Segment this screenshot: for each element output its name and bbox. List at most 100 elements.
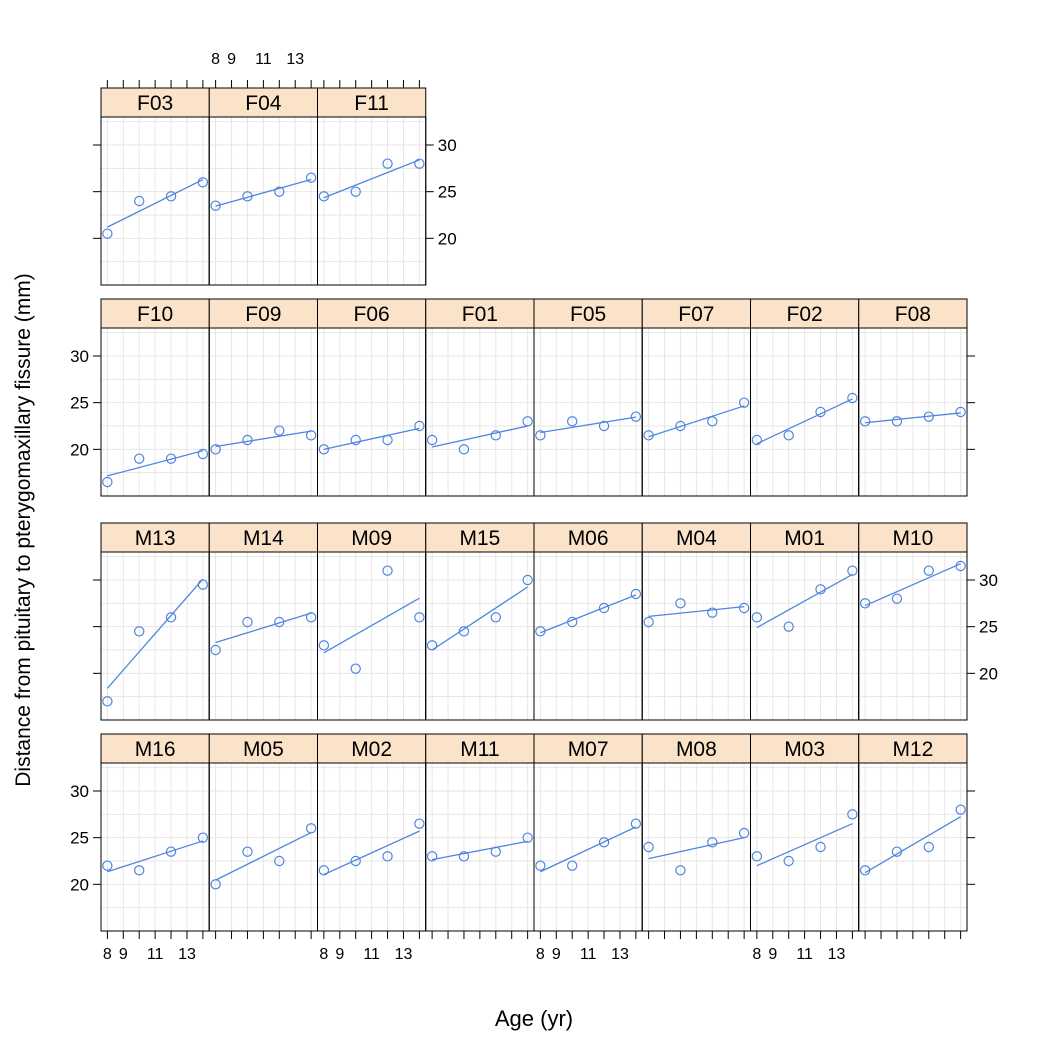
y-tick-label: 20 — [70, 875, 89, 894]
strip-label: F02 — [787, 303, 823, 326]
x-tick-label: 8 — [319, 946, 328, 963]
fit-line — [431, 425, 528, 448]
fit-line — [865, 412, 961, 424]
data-point — [891, 416, 903, 427]
strip-label: M07 — [568, 738, 609, 761]
data-point — [242, 846, 253, 857]
panel-M16: M16 8 9 11 13 — [100, 733, 210, 963]
fit-line — [323, 427, 420, 450]
fit-line — [431, 840, 528, 861]
strip — [208, 87, 318, 118]
data-point — [783, 621, 794, 632]
x-tick-label: 8 — [536, 946, 545, 963]
data-point — [567, 616, 578, 628]
data-point — [165, 453, 177, 464]
y-ticks: 25 — [93, 618, 998, 637]
fit-line — [107, 840, 204, 873]
y-tick-label: 30 — [70, 782, 89, 801]
y-ticks: 20 — [93, 664, 998, 683]
data-point — [350, 855, 361, 867]
strip-label: F09 — [245, 303, 281, 326]
data-point — [458, 851, 470, 862]
data-point — [305, 172, 317, 183]
y-tick-label: 20 — [979, 664, 998, 683]
y-tick-label: 25 — [70, 394, 89, 413]
strip-label: M04 — [676, 527, 717, 550]
x-tick-label-top: 13 — [286, 51, 304, 68]
data-point — [426, 640, 438, 651]
x-tick-label: 13 — [828, 946, 846, 963]
data-point — [675, 865, 686, 876]
fit-line — [540, 594, 637, 634]
strip — [641, 733, 751, 764]
panel-F07: F07 — [641, 298, 751, 497]
strip — [858, 522, 968, 553]
strip-label: M16 — [135, 738, 176, 761]
strip — [858, 298, 968, 329]
data-point — [134, 195, 145, 207]
data-point — [102, 476, 113, 488]
data-point — [598, 602, 610, 614]
x-tick-label: 11 — [796, 946, 813, 963]
data-point — [382, 565, 393, 576]
y-tick-label: 30 — [979, 571, 998, 590]
fit-line — [540, 416, 636, 434]
data-point — [305, 823, 317, 834]
data-point — [165, 612, 177, 623]
data-point — [210, 444, 221, 455]
data-point — [318, 444, 330, 455]
data-point — [630, 411, 642, 422]
data-point — [197, 832, 209, 843]
strip — [533, 298, 643, 329]
data-point — [738, 602, 750, 614]
panel-M12: M12 — [858, 733, 968, 939]
panel-F08: F08 — [858, 298, 968, 497]
panel-M08: M08 — [641, 733, 751, 939]
strip-label: M13 — [135, 527, 176, 550]
data-point — [165, 846, 177, 857]
strip-label: M06 — [568, 527, 609, 550]
data-point — [955, 406, 966, 418]
data-point — [522, 416, 533, 427]
strip — [425, 733, 535, 764]
strip — [750, 522, 860, 553]
data-point — [242, 616, 253, 628]
data-point — [707, 416, 718, 427]
data-point — [134, 865, 145, 876]
fit-line — [215, 430, 312, 448]
data-point — [197, 579, 209, 590]
x-tick-label: 9 — [552, 946, 561, 963]
fit-line — [756, 398, 853, 445]
data-point — [274, 855, 285, 867]
fit-line — [756, 573, 853, 629]
x-tick-label: 13 — [611, 946, 629, 963]
data-point — [522, 832, 533, 843]
x-tick-label-top: 11 — [255, 51, 272, 68]
data-point — [382, 851, 393, 862]
fit-line — [323, 159, 420, 199]
fit-line — [107, 450, 204, 477]
fit-line — [864, 563, 961, 607]
strip — [100, 87, 210, 118]
panel-M10: M10 — [858, 522, 968, 721]
y-tick-label: 20 — [70, 440, 89, 459]
data-point — [274, 425, 285, 436]
data-point — [955, 560, 966, 572]
strip-label: M05 — [243, 738, 284, 761]
data-point — [305, 612, 317, 623]
strip-label: F03 — [137, 92, 173, 115]
panel-M13: M13 — [100, 522, 210, 721]
data-point — [210, 644, 221, 656]
x-tick-label: 13 — [395, 946, 413, 963]
fit-line — [215, 612, 312, 644]
data-point — [751, 434, 763, 446]
panel-M15: M15 — [425, 522, 535, 721]
data-point — [859, 416, 871, 427]
data-point — [382, 158, 393, 169]
strip-label: M03 — [784, 738, 825, 761]
data-point — [891, 846, 903, 857]
data-point — [535, 860, 546, 871]
x-axis-label: Age (yr) — [495, 1006, 573, 1031]
y-ticks: 30 — [70, 347, 975, 366]
data-point — [630, 588, 642, 600]
